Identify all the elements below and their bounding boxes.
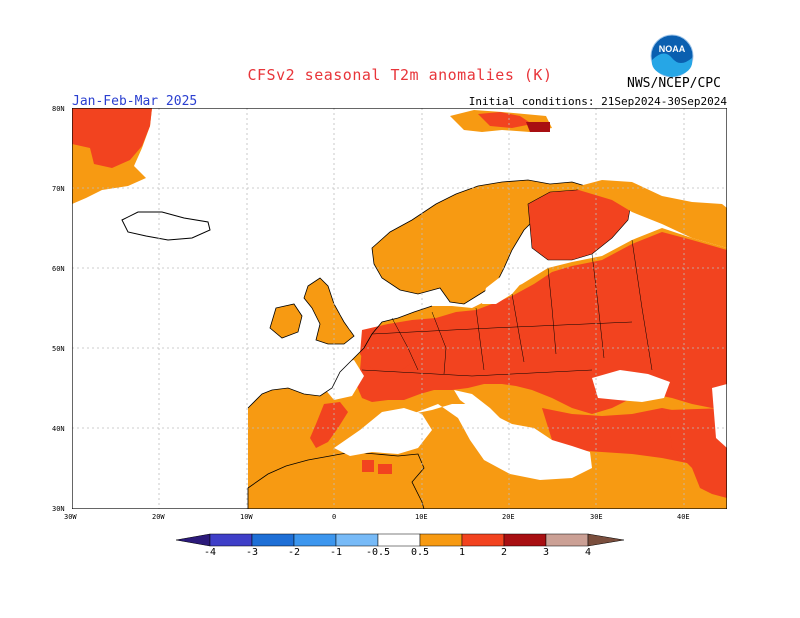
cbar-bin <box>209 533 253 547</box>
lon-tick: 20W <box>152 513 165 521</box>
cbar-bin <box>461 533 505 547</box>
chart-title: CFSv2 seasonal T2m anomalies (K) <box>247 66 553 84</box>
british-isles <box>303 277 355 345</box>
cbar-bin <box>335 533 379 547</box>
cbar-label: -0.5 <box>365 547 391 558</box>
cbar-bin <box>293 533 337 547</box>
anomaly-map <box>72 108 727 509</box>
initial-conditions-label: Initial conditions: 21Sep2024-30Sep2024 <box>468 95 727 108</box>
lat-tick: 30N <box>52 505 65 513</box>
lat-tick: 50N <box>52 345 65 353</box>
lon-tick: 30W <box>64 513 77 521</box>
cbar-label: 1 <box>458 547 466 558</box>
cbar-label: -3 <box>245 547 259 558</box>
lat-tick: 40N <box>52 425 65 433</box>
borders <box>361 239 653 377</box>
lon-tick: 0 <box>332 513 337 521</box>
greenland-region <box>72 108 152 204</box>
cbar-bin <box>503 533 547 547</box>
cbar-label: -2 <box>287 547 301 558</box>
graticule <box>72 108 727 509</box>
cbar-label: 4 <box>584 547 592 558</box>
cbar-label: 0.5 <box>410 547 430 558</box>
colorbar <box>175 533 625 547</box>
lat-tick: 70N <box>52 185 65 193</box>
cbar-label: -1 <box>329 547 343 558</box>
lon-tick: 10W <box>240 513 253 521</box>
cbar-bin <box>377 533 421 547</box>
cbar-bin <box>545 533 589 547</box>
cbar-label: 2 <box>500 547 508 558</box>
svalbard-region <box>450 110 552 132</box>
cbar-bin <box>251 533 295 547</box>
noaa-logo: NOAA <box>650 34 694 82</box>
season-label: Jan-Feb-Mar 2025 <box>72 94 198 109</box>
lon-tick: 30E <box>590 513 603 521</box>
lon-tick: 10E <box>415 513 428 521</box>
lat-tick: 60N <box>52 265 65 273</box>
cbar-label: -4 <box>203 547 217 558</box>
noaa-logo-text: NOAA <box>659 44 686 54</box>
cbar-label: 3 <box>542 547 550 558</box>
cbar-bin <box>419 533 463 547</box>
lat-tick: 80N <box>52 105 65 113</box>
lon-tick: 20E <box>502 513 515 521</box>
cbar-bin <box>587 533 625 547</box>
lon-tick: 40E <box>677 513 690 521</box>
cbar-bin <box>175 533 211 547</box>
agency-label: NWS/NCEP/CPC <box>627 76 721 91</box>
